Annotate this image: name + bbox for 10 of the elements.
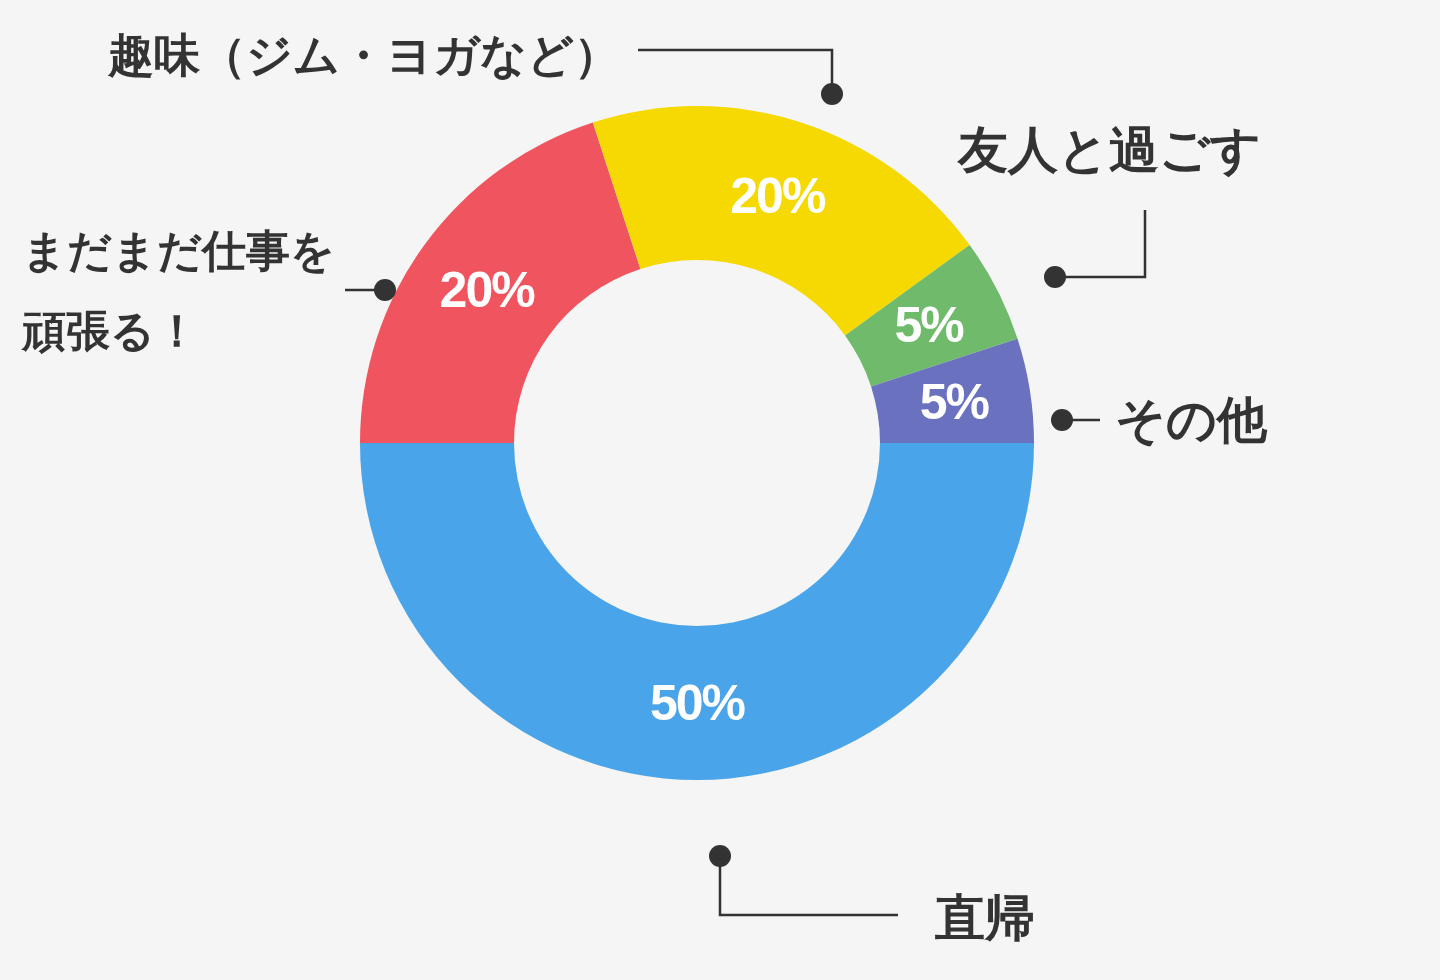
data-label: 50%: [649, 675, 746, 731]
data-label: 20%: [439, 262, 536, 319]
slice-label: その他: [1115, 392, 1268, 448]
data-label: 5%: [894, 296, 965, 353]
slice-label: まだまだ仕事を頑張る！: [21, 225, 335, 355]
data-label: 20%: [730, 167, 826, 224]
slice-label: 直帰: [934, 890, 1035, 946]
slice-label: 趣味（ジム・ヨガなど）: [107, 29, 620, 81]
slice-label: 友人と過ごす: [956, 122, 1261, 178]
data-label: 5%: [919, 374, 990, 431]
